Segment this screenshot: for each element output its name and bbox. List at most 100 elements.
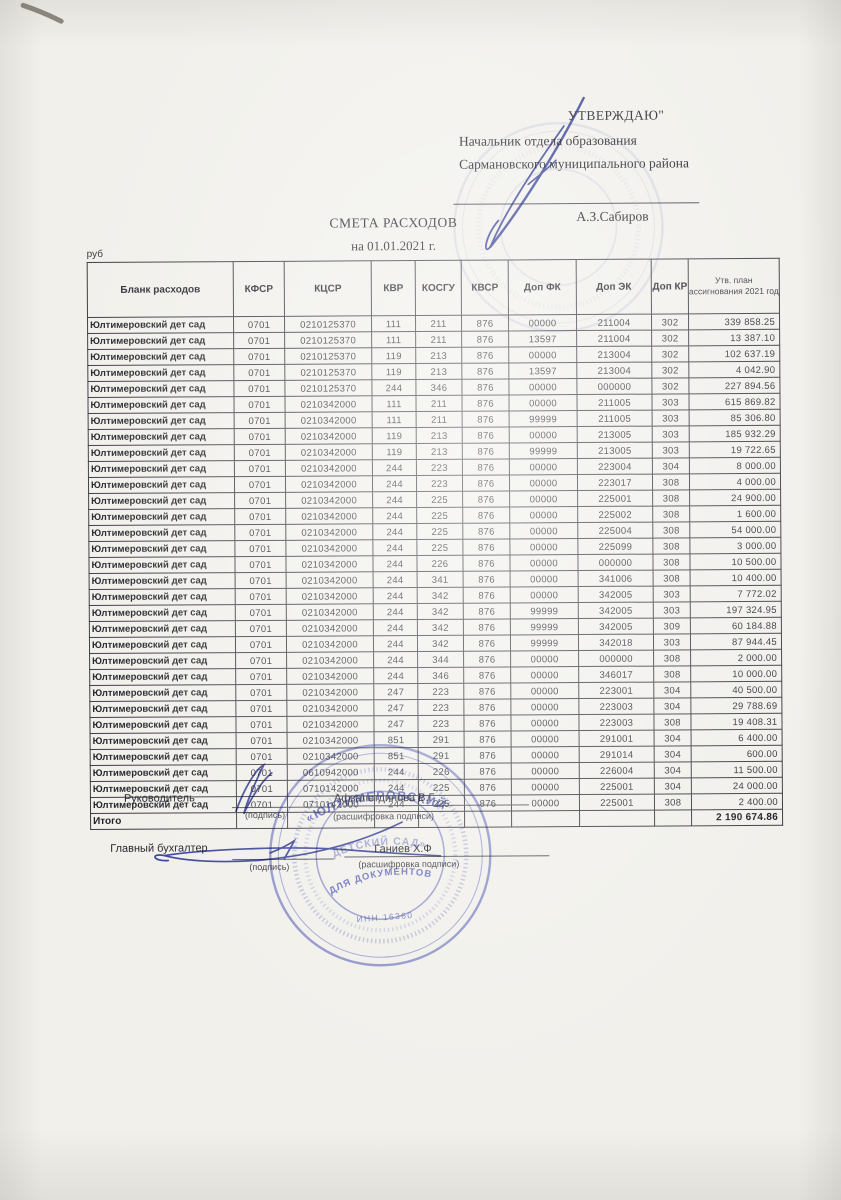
cell: 0210342000 xyxy=(285,459,373,477)
cell: 0701 xyxy=(235,700,287,717)
cell: 4 000.00 xyxy=(689,473,781,490)
cell: 000000 xyxy=(578,650,654,667)
cell: 0701 xyxy=(233,380,285,397)
cell: 0210125370 xyxy=(284,331,372,349)
cell: 0701 xyxy=(235,716,288,733)
cell: 213 xyxy=(416,427,463,444)
cell: 3 000.00 xyxy=(689,537,781,554)
cell: 0701 xyxy=(234,476,286,493)
cell: 244 xyxy=(372,507,417,524)
cell-org: Юлтимеровский дет сад xyxy=(89,620,236,638)
currency-label: руб xyxy=(86,248,103,261)
cell: 24 000.00 xyxy=(691,777,783,794)
cell: 10 500.00 xyxy=(689,553,782,570)
cell: 00000 xyxy=(509,490,578,507)
cell: 211 xyxy=(415,331,462,348)
cell: 876 xyxy=(463,698,511,716)
cell: 0701 xyxy=(235,588,287,605)
cell: 876 xyxy=(461,314,509,332)
cell-org: Юлтимеровский дет сад xyxy=(89,684,236,702)
cell: 851 xyxy=(374,731,419,748)
cell: 302 xyxy=(651,329,689,347)
cell: 226 xyxy=(418,763,465,780)
cell: 99999 xyxy=(509,410,578,427)
cell: 213 xyxy=(416,443,463,460)
col-header-plan-2021: Утв. план ассигнования 2021 год xyxy=(688,258,780,314)
cell: 223003 xyxy=(578,714,655,731)
cell: 7 772.02 xyxy=(690,585,782,602)
cell: 13597 xyxy=(508,330,577,347)
cell-org: Юлтимеровский дет сад xyxy=(88,556,236,574)
cell: 244 xyxy=(373,651,418,668)
cell: 876 xyxy=(464,730,512,748)
cell: 2 400.00 xyxy=(691,793,783,810)
cell: 342 xyxy=(417,587,464,604)
cell: 13 387.10 xyxy=(688,329,780,346)
cell: 00000 xyxy=(510,570,579,587)
cell: 339 858.25 xyxy=(688,313,780,330)
cell: 0701 xyxy=(235,620,287,637)
cell: 00000 xyxy=(511,778,580,795)
cell: 99999 xyxy=(510,618,579,635)
cell: 876 xyxy=(462,538,510,556)
cell: 00000 xyxy=(511,730,580,747)
cell: 876 xyxy=(464,746,512,764)
col-header-dop-fk: Доп ФК xyxy=(508,259,577,315)
cell-org: Юлтимеровский дет сад xyxy=(87,364,234,382)
cell: 302 xyxy=(651,377,689,395)
cell: 304 xyxy=(654,729,692,747)
cell-org: Юлтимеровский дет сад xyxy=(90,732,237,750)
cell: 304 xyxy=(652,457,690,475)
cell: 304 xyxy=(653,681,691,699)
cell: 851 xyxy=(374,747,419,764)
cell: 2 000.00 xyxy=(690,649,782,666)
cell: 223003 xyxy=(578,698,654,715)
cell: 0701 xyxy=(236,764,288,781)
accountant-sign-line xyxy=(232,858,335,861)
cell: 185 932.29 xyxy=(689,425,781,442)
cell: 244 xyxy=(373,603,418,620)
cell: 346 xyxy=(417,667,464,684)
cell: 4 042.90 xyxy=(688,361,780,378)
cell: 87 944.45 xyxy=(690,633,782,650)
cell: 342005 xyxy=(578,602,654,619)
cell: 00000 xyxy=(509,426,578,443)
cell xyxy=(464,810,512,828)
cell: 0210342000 xyxy=(286,603,374,621)
cell: 0210342000 xyxy=(285,539,373,557)
cell: 119 xyxy=(372,427,417,444)
cell: 0701 xyxy=(234,492,286,509)
cell: 308 xyxy=(652,473,690,491)
cell: 213 xyxy=(415,347,462,364)
cell-org: Юлтимеровский дет сад xyxy=(89,636,236,654)
cell: 0701 xyxy=(233,396,286,413)
cell: 244 xyxy=(373,571,418,588)
cell: 342005 xyxy=(578,618,654,635)
cell: 111 xyxy=(371,331,416,348)
cell-org: Юлтимеровский дет сад xyxy=(88,412,235,430)
cell: 0210342000 xyxy=(285,427,373,445)
cell-org: Юлтимеровский дет сад xyxy=(88,476,235,494)
cell: 2 190 674.86 xyxy=(691,809,783,826)
cell: 0701 xyxy=(235,668,287,685)
cell: 225001 xyxy=(577,490,653,507)
sign-caption: (подпись) xyxy=(245,809,286,821)
cell: 342 xyxy=(417,619,464,636)
cell: 0210342000 xyxy=(284,395,373,413)
cell: 244 xyxy=(371,379,416,396)
cell: 304 xyxy=(654,745,692,763)
cell: 876 xyxy=(462,458,510,476)
document-title: СМЕТА РАСХОДОВ xyxy=(329,214,458,231)
cell: 0210125370 xyxy=(284,315,372,333)
head-name: Афзалетдинова В.Г xyxy=(333,791,435,805)
cell: 223 xyxy=(416,459,463,476)
cell: 213005 xyxy=(577,442,653,459)
cell-org: Юлтимеровский дет сад xyxy=(87,380,234,398)
cell: 244 xyxy=(373,667,418,684)
cell: 00000 xyxy=(509,538,578,555)
cell: 342 xyxy=(417,603,464,620)
cell: 0701 xyxy=(235,572,287,589)
cell-org: Юлтимеровский дет сад xyxy=(89,652,236,670)
cell: 19 408.31 xyxy=(690,713,783,730)
accountant-label: Главный бухгалтер xyxy=(110,842,208,855)
